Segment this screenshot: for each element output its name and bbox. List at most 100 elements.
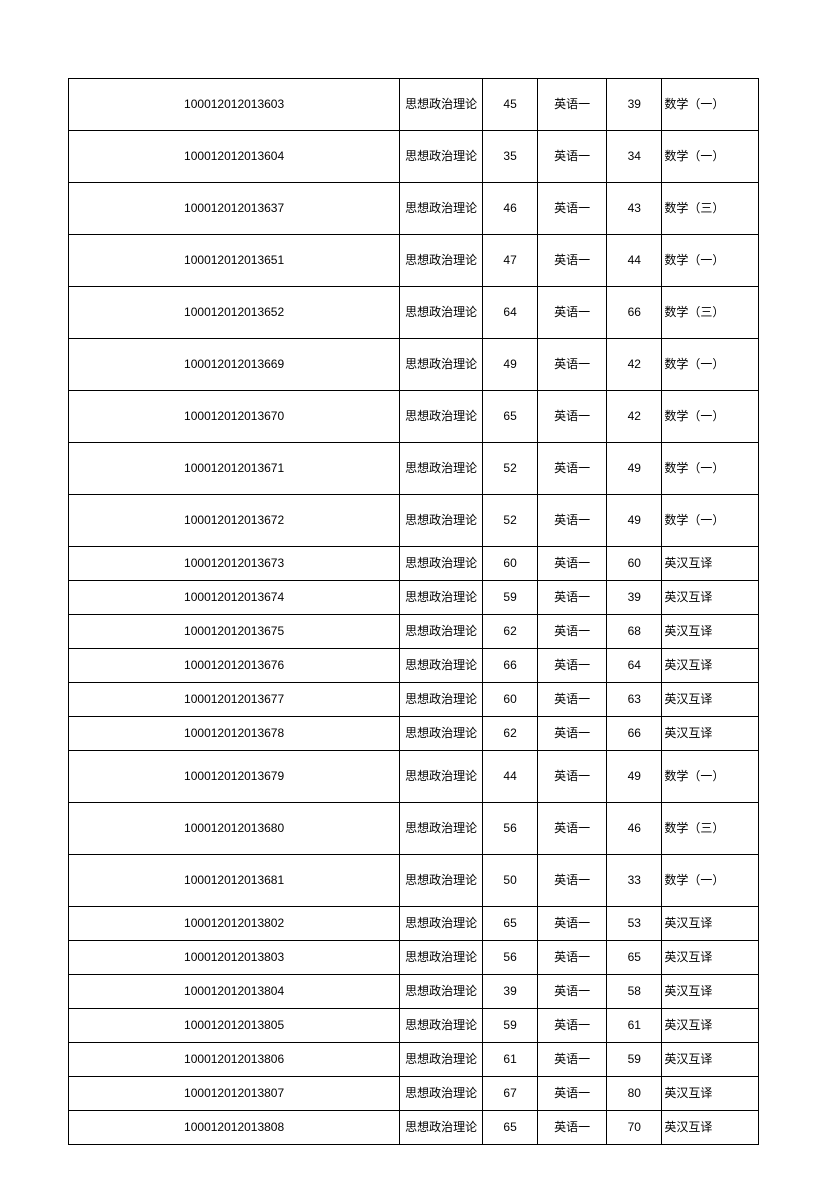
table-row: 100012012013652思想政治理论64英语一66数学（三） bbox=[69, 287, 759, 339]
cell-score2: 49 bbox=[607, 495, 662, 547]
table-row: 100012012013678思想政治理论62英语一66英汉互译 bbox=[69, 717, 759, 751]
table-row: 100012012013673思想政治理论60英语一60英汉互译 bbox=[69, 547, 759, 581]
cell-score1: 65 bbox=[483, 1111, 538, 1145]
table-row: 100012012013804思想政治理论39英语一58英汉互译 bbox=[69, 975, 759, 1009]
cell-id: 100012012013803 bbox=[69, 941, 400, 975]
table-row: 100012012013680思想政治理论56英语一46数学（三） bbox=[69, 803, 759, 855]
cell-subject3: 数学（一） bbox=[662, 235, 759, 287]
cell-subject3: 英汉互译 bbox=[662, 683, 759, 717]
cell-subject1: 思想政治理论 bbox=[400, 235, 483, 287]
cell-subject2: 英语一 bbox=[538, 443, 607, 495]
table-row: 100012012013672思想政治理论52英语一49数学（一） bbox=[69, 495, 759, 547]
cell-score1: 47 bbox=[483, 235, 538, 287]
cell-score1: 49 bbox=[483, 339, 538, 391]
cell-subject2: 英语一 bbox=[538, 615, 607, 649]
table-row: 100012012013671思想政治理论52英语一49数学（一） bbox=[69, 443, 759, 495]
cell-subject2: 英语一 bbox=[538, 1043, 607, 1077]
cell-id: 100012012013670 bbox=[69, 391, 400, 443]
cell-subject1: 思想政治理论 bbox=[400, 1077, 483, 1111]
cell-subject2: 英语一 bbox=[538, 131, 607, 183]
cell-subject2: 英语一 bbox=[538, 941, 607, 975]
cell-subject3: 数学（三） bbox=[662, 803, 759, 855]
cell-subject3: 数学（一） bbox=[662, 339, 759, 391]
cell-score2: 61 bbox=[607, 1009, 662, 1043]
cell-score1: 50 bbox=[483, 855, 538, 907]
cell-subject2: 英语一 bbox=[538, 855, 607, 907]
cell-score1: 65 bbox=[483, 907, 538, 941]
cell-subject3: 英汉互译 bbox=[662, 1077, 759, 1111]
cell-subject2: 英语一 bbox=[538, 1111, 607, 1145]
cell-score1: 52 bbox=[483, 495, 538, 547]
cell-score2: 58 bbox=[607, 975, 662, 1009]
cell-subject1: 思想政治理论 bbox=[400, 717, 483, 751]
cell-subject1: 思想政治理论 bbox=[400, 443, 483, 495]
cell-score2: 44 bbox=[607, 235, 662, 287]
cell-score2: 80 bbox=[607, 1077, 662, 1111]
cell-id: 100012012013637 bbox=[69, 183, 400, 235]
cell-id: 100012012013802 bbox=[69, 907, 400, 941]
cell-score1: 62 bbox=[483, 615, 538, 649]
score-table: 100012012013603思想政治理论45英语一39数学（一） 1000120… bbox=[68, 78, 759, 1145]
cell-id: 100012012013676 bbox=[69, 649, 400, 683]
cell-subject1: 思想政治理论 bbox=[400, 855, 483, 907]
cell-score2: 65 bbox=[607, 941, 662, 975]
cell-score2: 66 bbox=[607, 717, 662, 751]
table-row: 100012012013676思想政治理论66英语一64英汉互译 bbox=[69, 649, 759, 683]
cell-subject1: 思想政治理论 bbox=[400, 183, 483, 235]
cell-score1: 52 bbox=[483, 443, 538, 495]
cell-subject1: 思想政治理论 bbox=[400, 79, 483, 131]
cell-score1: 56 bbox=[483, 941, 538, 975]
cell-subject1: 思想政治理论 bbox=[400, 751, 483, 803]
cell-score1: 60 bbox=[483, 683, 538, 717]
cell-subject1: 思想政治理论 bbox=[400, 1009, 483, 1043]
cell-id: 100012012013680 bbox=[69, 803, 400, 855]
cell-id: 100012012013652 bbox=[69, 287, 400, 339]
cell-score1: 59 bbox=[483, 581, 538, 615]
cell-id: 100012012013669 bbox=[69, 339, 400, 391]
cell-subject2: 英语一 bbox=[538, 79, 607, 131]
cell-subject3: 数学（一） bbox=[662, 79, 759, 131]
cell-score2: 39 bbox=[607, 79, 662, 131]
cell-score2: 63 bbox=[607, 683, 662, 717]
cell-score1: 67 bbox=[483, 1077, 538, 1111]
table-row: 100012012013806思想政治理论61英语一59英汉互译 bbox=[69, 1043, 759, 1077]
cell-subject1: 思想政治理论 bbox=[400, 649, 483, 683]
table-row: 100012012013651思想政治理论47英语一44数学（一） bbox=[69, 235, 759, 287]
cell-score2: 34 bbox=[607, 131, 662, 183]
cell-score2: 43 bbox=[607, 183, 662, 235]
cell-id: 100012012013675 bbox=[69, 615, 400, 649]
cell-score1: 56 bbox=[483, 803, 538, 855]
cell-subject1: 思想政治理论 bbox=[400, 131, 483, 183]
cell-subject3: 数学（三） bbox=[662, 183, 759, 235]
cell-score2: 42 bbox=[607, 339, 662, 391]
cell-score2: 68 bbox=[607, 615, 662, 649]
cell-subject2: 英语一 bbox=[538, 547, 607, 581]
cell-id: 100012012013674 bbox=[69, 581, 400, 615]
cell-subject3: 数学（一） bbox=[662, 495, 759, 547]
cell-score2: 53 bbox=[607, 907, 662, 941]
cell-subject2: 英语一 bbox=[538, 803, 607, 855]
table-row: 100012012013603思想政治理论45英语一39数学（一） bbox=[69, 79, 759, 131]
table-row: 100012012013675思想政治理论62英语一68英汉互译 bbox=[69, 615, 759, 649]
cell-id: 100012012013651 bbox=[69, 235, 400, 287]
cell-subject1: 思想政治理论 bbox=[400, 339, 483, 391]
cell-score1: 60 bbox=[483, 547, 538, 581]
cell-score2: 42 bbox=[607, 391, 662, 443]
cell-subject1: 思想政治理论 bbox=[400, 495, 483, 547]
cell-id: 100012012013679 bbox=[69, 751, 400, 803]
table-body: 100012012013603思想政治理论45英语一39数学（一） 1000120… bbox=[69, 79, 759, 1145]
cell-score1: 46 bbox=[483, 183, 538, 235]
cell-score2: 70 bbox=[607, 1111, 662, 1145]
table-row: 100012012013807思想政治理论67英语一80英汉互译 bbox=[69, 1077, 759, 1111]
cell-score2: 66 bbox=[607, 287, 662, 339]
cell-score2: 39 bbox=[607, 581, 662, 615]
cell-subject3: 英汉互译 bbox=[662, 717, 759, 751]
cell-score1: 64 bbox=[483, 287, 538, 339]
cell-subject2: 英语一 bbox=[538, 391, 607, 443]
cell-subject3: 数学（一） bbox=[662, 855, 759, 907]
cell-subject1: 思想政治理论 bbox=[400, 941, 483, 975]
cell-subject2: 英语一 bbox=[538, 1009, 607, 1043]
table-row: 100012012013674思想政治理论59英语一39英汉互译 bbox=[69, 581, 759, 615]
table-row: 100012012013803思想政治理论56英语一65英汉互译 bbox=[69, 941, 759, 975]
cell-subject2: 英语一 bbox=[538, 287, 607, 339]
